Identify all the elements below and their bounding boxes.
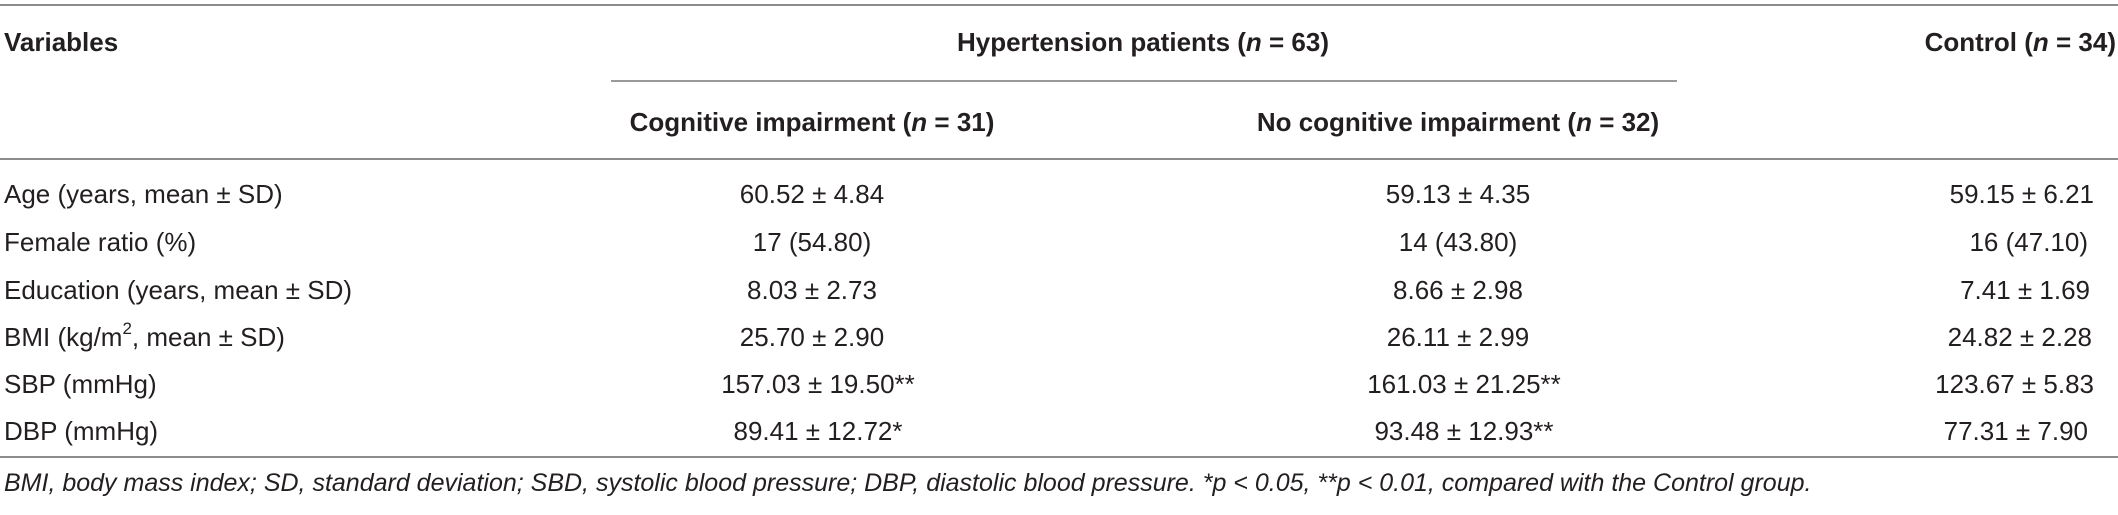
cell-cognitive-impairment: 17 (54.80) [752,227,872,257]
table-footnote: BMI, body mass index; SD, standard devia… [4,469,1812,497]
header-hypertension-group: Hypertension patients (n = 63) [956,27,1330,57]
cell-no-cognitive-impairment: 14 (43.80) [1398,227,1518,257]
cell-no-cognitive-impairment: 93.48 ± 12.93** [1374,416,1554,446]
row-label: SBP (mmHg) [4,369,157,399]
cell-cognitive-impairment: 89.41 ± 12.72* [733,416,903,446]
row-label: Education (years, mean ± SD) [4,275,353,305]
cell-cognitive-impairment: 25.70 ± 2.90 [739,322,885,352]
cell-control: 24.82 ± 2.28 [1947,322,2092,352]
cell-control: 59.15 ± 6.21 [1949,179,2094,209]
cell-control: 77.31 ± 7.90 [1943,416,2088,446]
header-bottom-rule [0,158,2118,160]
table-top-rule [0,4,2118,6]
cell-no-cognitive-impairment: 26.11 ± 2.99 [1386,322,1530,352]
header-no-cognitive-impairment: No cognitive impairment (n = 32) [1256,107,1660,137]
cell-cognitive-impairment: 60.52 ± 4.84 [739,179,885,209]
row-label: Age (years, mean ± SD) [4,179,283,209]
header-cognitive-impairment: Cognitive impairment (n = 31) [629,107,995,137]
cell-control: 123.67 ± 5.83 [1935,369,2094,399]
row-label: Female ratio (%) [4,227,197,257]
cell-cognitive-impairment: 8.03 ± 2.73 [747,275,877,305]
cell-control: 7.41 ± 1.69 [1960,275,2090,305]
table-bottom-rule [0,456,2118,458]
cell-cognitive-impairment: 157.03 ± 19.50** [721,369,915,399]
cell-no-cognitive-impairment: 8.66 ± 2.98 [1393,275,1523,305]
cell-no-cognitive-impairment: 161.03 ± 21.25** [1367,369,1561,399]
group-span-rule [611,80,1677,82]
cell-no-cognitive-impairment: 59.13 ± 4.35 [1385,179,1531,209]
header-control-group: Control (n = 34) [1924,27,2116,57]
row-label: BMI (kg/m2, mean ± SD) [4,319,285,352]
row-label: DBP (mmHg) [4,416,159,446]
header-variables: Variables [4,27,119,57]
cell-control: 16 (47.10) [1969,227,2088,257]
